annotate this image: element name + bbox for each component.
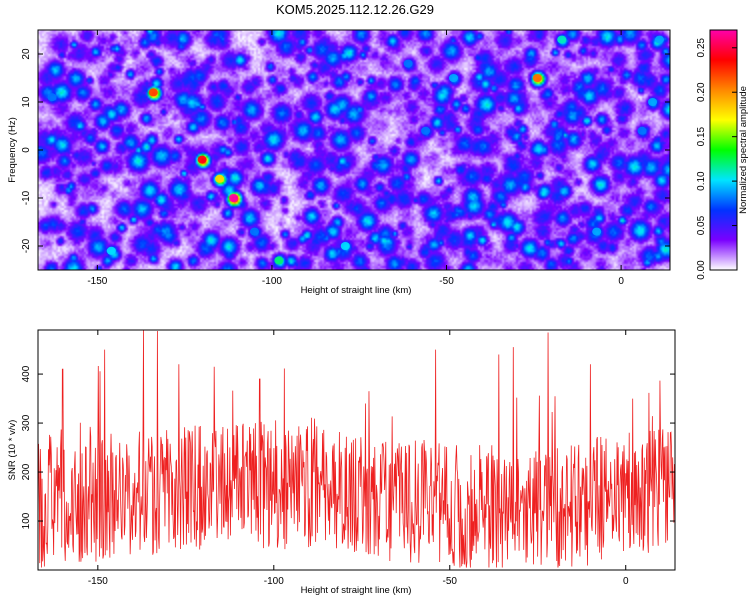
snr-y-axis-label: SNR (10 * v/v) [7,420,18,481]
y-tick-label: 20 [21,48,32,60]
y-tick-label: -20 [21,238,32,253]
heatmap-hotspot [648,98,658,106]
x-tick-label: -150 [88,576,108,587]
x-tick-label: -150 [87,276,107,287]
heatmap-hotspot [274,256,284,265]
snr-x-axis-label: Height of straight line (km) [301,585,412,596]
figure-title: KOM5.2025.112.12.26.G29 [276,2,434,17]
colorbar: 0.00 0.05 0.10 0.15 0.20 0.25 Normalized spec… [696,29,749,280]
colorbar-tick-label: 0.05 [696,215,707,235]
x-tick-label: -100 [262,276,282,287]
snr-y-ticks: 100 200 300 400 [21,365,675,529]
y-tick-label: 300 [21,414,32,431]
colorbar-scale [709,29,738,271]
heatmap-hotspot [249,227,259,236]
heatmap-hotspot [148,88,158,97]
colorbar-tick-label: 0.10 [696,171,707,191]
heatmap-x-axis-label: Height of straight line (km) [301,285,412,296]
heatmap-image [38,30,670,270]
y-tick-label: 0 [21,147,32,153]
colorbar-tick-label: 0.25 [696,38,707,58]
snr-panel: -150 -100 -50 0 100 200 300 400 Height of stra… [7,329,676,596]
heatmap-hotspot [106,246,116,255]
snr-frame [37,329,676,571]
heatmap-hotspots [47,35,665,265]
heatmap-hotspot [340,242,350,250]
y-tick-label: 200 [21,463,32,480]
colorbar-tick-label: 0.20 [696,82,707,102]
heatmap-hotspot [637,126,647,135]
heatmap-hotspot [421,126,431,135]
colorbar-label: Normalized spectral amplitude [738,86,749,214]
heatmap-hotspot [449,74,459,82]
snr-x-ticks: -150 -100 -50 0 [88,330,629,587]
snr-line [38,330,675,568]
x-tick-label: 0 [623,576,629,587]
x-tick-label: 0 [618,276,624,287]
heatmap-hotspot [403,59,413,68]
heatmap-hotspot [557,35,567,44]
heatmap-hotspot [592,227,602,236]
heatmap-hotspot [47,93,57,102]
heatmap-hotspot [215,174,225,183]
colorbar-ticks: 0.00 0.05 0.10 0.15 0.20 0.25 [696,38,737,280]
y-tick-label: 100 [21,512,32,529]
colorbar-tick-label: 0.00 [696,260,707,280]
heatmap-hotspot [197,155,207,164]
y-tick-label: 10 [21,96,32,108]
x-tick-label: -50 [439,276,454,287]
heatmap-hotspot [229,194,239,202]
heatmap-x-ticks: -150 -100 -50 0 [87,30,624,287]
snr-series [38,330,675,568]
colorbar-tick-label: 0.15 [696,126,707,146]
heatmap-hotspot [655,35,665,44]
x-tick-label: -100 [264,576,284,587]
heatmap-y-ticks: -20 -10 0 10 20 [21,48,670,253]
y-tick-label: 400 [21,365,32,382]
x-tick-label: -50 [443,576,458,587]
heatmap-y-axis-label: Frequency (Hz) [7,117,18,182]
y-tick-label: -10 [21,190,32,205]
heatmap-hotspot [532,74,542,82]
